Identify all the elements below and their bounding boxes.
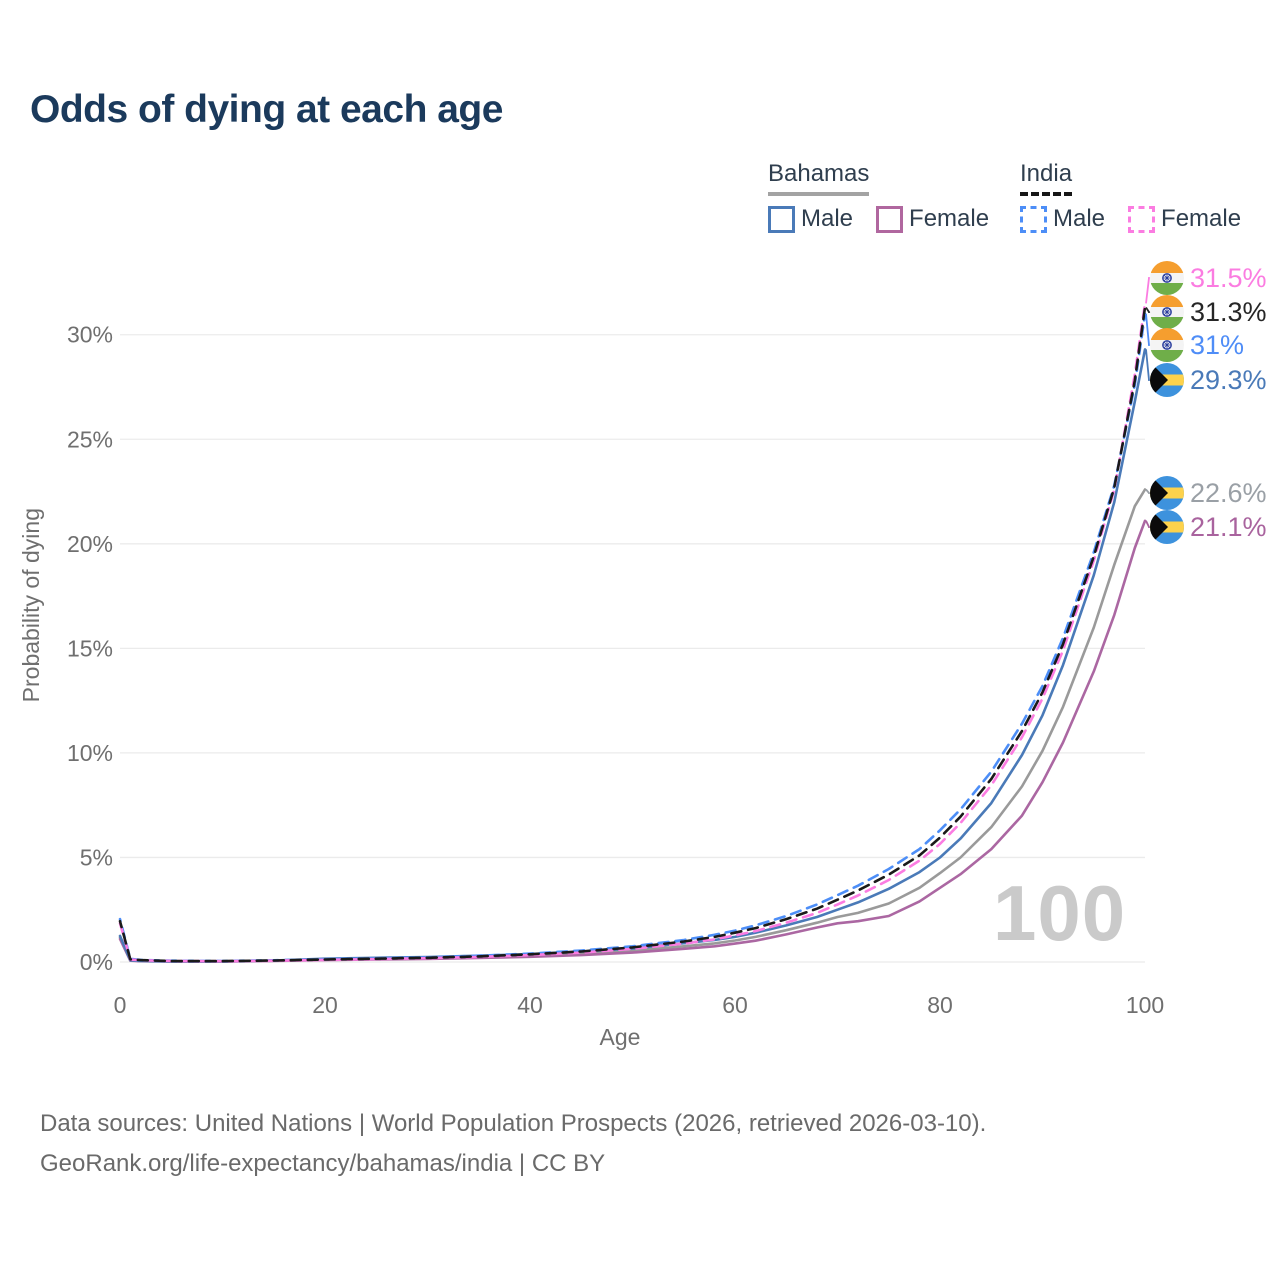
legend-item-india-female[interactable]: Female: [1128, 205, 1241, 233]
legend-label-bahamas-male: Male: [801, 205, 854, 232]
legend-country-bahamas[interactable]: Bahamas: [768, 160, 870, 196]
legend-country-india[interactable]: India: [1020, 160, 1073, 196]
x-tick-label: 80: [927, 992, 953, 1018]
label-connector: [1145, 277, 1151, 304]
footer: Data sources: United Nations | World Pop…: [40, 1104, 986, 1184]
series-line-india-female: [118, 302, 1147, 963]
series-line-bahamas-female: [118, 519, 1147, 963]
end-value: 21.1%: [1190, 511, 1267, 542]
legend: Bahamas Male Female India Male: [768, 160, 1268, 240]
india-flag-icon: [1150, 295, 1184, 329]
bahamas-male-swatch-icon: [768, 205, 795, 233]
india-flag-icon: [1150, 261, 1184, 295]
bahamas-female-swatch-icon: [876, 205, 904, 233]
series-line-india-male: [118, 312, 1147, 963]
end-label-india-male: 31%: [1150, 327, 1244, 363]
y-tick-label: 25%: [67, 426, 113, 452]
bahamas-flag-icon: [1150, 363, 1184, 397]
end-value: 31.3%: [1190, 296, 1267, 327]
bahamas-flag-icon: [1150, 476, 1184, 510]
y-tick-label: 20%: [67, 531, 113, 557]
end-value: 31.5%: [1190, 262, 1267, 293]
label-connector: [1145, 307, 1151, 313]
series-line-india-total: [118, 306, 1147, 963]
y-tick-label: 15%: [67, 635, 113, 661]
end-value: 22.6%: [1190, 477, 1267, 508]
legend-item-bahamas-female[interactable]: Female: [876, 205, 989, 233]
end-label-india-total: 31.3%: [1150, 294, 1267, 330]
y-tick-label: 30%: [67, 322, 113, 348]
data-source-line: Data sources: United Nations | World Pop…: [40, 1110, 987, 1137]
y-tick-label: 5%: [80, 844, 113, 870]
india-female-swatch-icon: [1128, 205, 1156, 233]
age-watermark: 100: [993, 869, 1127, 957]
india-flag-icon: [1150, 328, 1184, 362]
line-chart: 0% 5% 10% 15% 20% 25% 30% 0 20 40 60 80 100: [67, 277, 1164, 1018]
end-label-india-female: 31.5%: [1150, 260, 1267, 296]
x-axis-title: Age: [599, 1024, 641, 1050]
x-tick-label: 100: [1126, 992, 1164, 1018]
x-tick-label: 40: [517, 992, 543, 1018]
bahamas-flag-icon: [1150, 510, 1184, 544]
india-male-swatch-icon: [1020, 205, 1047, 233]
legend-label-india-female: Female: [1161, 205, 1242, 232]
legend-label-bahamas-female: Female: [909, 205, 990, 232]
series-line-bahamas-male: [118, 348, 1147, 963]
y-tick-label: 10%: [67, 740, 113, 766]
series-line-bahamas-total: [118, 488, 1147, 963]
legend-item-bahamas-male[interactable]: Male: [768, 205, 853, 233]
end-value: 31%: [1190, 329, 1245, 360]
label-connector: [1145, 313, 1150, 346]
chart-title: Odds of dying at each age: [30, 88, 503, 131]
legend-item-india-male[interactable]: Male: [1020, 205, 1105, 233]
label-connector: [1145, 349, 1150, 381]
end-value: 29.3%: [1190, 364, 1267, 395]
attribution-line: GeoRank.org/life-expectancy/bahamas/indi…: [40, 1150, 606, 1177]
legend-group-india: India Male Female: [1020, 160, 1264, 233]
legend-group-bahamas: Bahamas Male Female: [768, 160, 1012, 233]
label-connector: [1145, 488, 1151, 494]
end-label-bahamas-total: 22.6%: [1150, 475, 1267, 511]
x-tick-label: 20: [312, 992, 338, 1018]
legend-label-india-male: Male: [1053, 205, 1106, 232]
end-label-bahamas-male: 29.3%: [1150, 362, 1267, 398]
end-label-bahamas-female: 21.1%: [1150, 509, 1267, 545]
x-tick-label: 0: [114, 992, 127, 1018]
y-tick-label: 0%: [80, 949, 113, 975]
label-connector: [1145, 520, 1151, 528]
x-tick-label: 60: [722, 992, 748, 1018]
